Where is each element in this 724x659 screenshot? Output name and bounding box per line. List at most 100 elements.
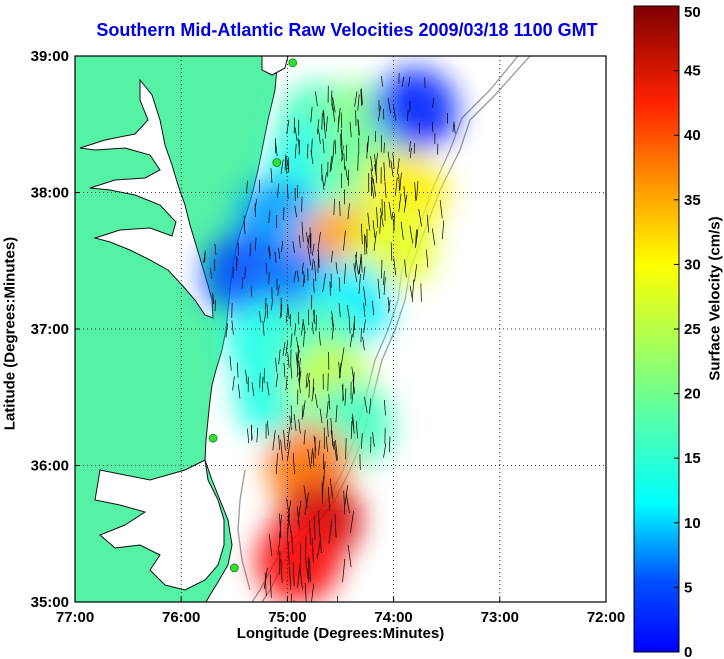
velocity-arrow — [412, 279, 415, 298]
colorbar-tick-label: 5 — [684, 579, 692, 596]
velocity-arrow — [311, 258, 314, 271]
velocity-arrow — [414, 264, 418, 282]
velocity-arrow — [311, 387, 315, 402]
grid-lines — [75, 56, 606, 602]
velocity-arrow — [399, 172, 402, 192]
velocity-arrow — [214, 299, 216, 312]
velocity-arrow — [345, 493, 350, 514]
velocity-arrow — [380, 208, 384, 228]
velocity-arrow — [426, 214, 430, 233]
y-tick-label: 39:00 — [31, 48, 69, 65]
velocity-arrow — [360, 89, 362, 107]
colorbar-tick-label: 15 — [684, 450, 701, 467]
velocity-arrow — [319, 408, 323, 424]
velocity-arrow — [244, 267, 247, 279]
velocity-arrow — [340, 112, 343, 128]
velocity-arrow — [267, 420, 269, 436]
velocity-arrow — [314, 394, 318, 408]
velocity-arrow — [350, 421, 353, 439]
velocity-arrow — [340, 129, 343, 146]
velocity-arrow — [431, 121, 434, 133]
velocity-arrow — [439, 200, 443, 219]
velocity-arrow — [332, 106, 335, 122]
velocity-arrow — [367, 135, 369, 152]
velocity-arrow — [309, 558, 311, 582]
velocity-arrow — [212, 292, 214, 305]
velocity-arrow — [303, 271, 306, 284]
velocity-arrow — [416, 181, 419, 200]
velocity-arrow — [377, 278, 381, 299]
velocity-arrow — [339, 201, 341, 216]
velocity-arrow — [330, 250, 333, 263]
velocity-arrow — [245, 369, 248, 385]
velocity-arrow — [256, 427, 259, 443]
y-tick-label: 37:00 — [31, 321, 69, 338]
y-tick-label: 36:00 — [31, 458, 69, 475]
velocity-arrow — [286, 519, 289, 544]
velocity-arrow — [299, 567, 303, 590]
velocity-arrow — [286, 119, 290, 135]
velocity-arrow — [280, 159, 284, 174]
velocity-arrow — [210, 267, 213, 279]
velocity-cell — [256, 519, 341, 602]
velocity-arrow — [304, 492, 309, 515]
velocity-arrow — [275, 373, 279, 388]
velocity-arrow — [338, 277, 341, 292]
velocity-arrow — [259, 373, 261, 389]
x-tick-label: 72:00 — [587, 609, 625, 626]
velocity-arrow — [329, 156, 332, 173]
velocity-arrow — [287, 303, 290, 319]
velocity-arrow — [314, 260, 317, 282]
velocity-arrow — [372, 178, 376, 197]
velocity-arrow — [293, 271, 296, 283]
velocity-arrow — [323, 461, 326, 483]
velocity-arrow — [298, 419, 301, 434]
velocity-arrow — [452, 121, 455, 132]
velocity-arrow — [264, 572, 267, 596]
velocity-arrow — [305, 232, 309, 244]
velocity-arrow — [275, 453, 278, 475]
velocity-arrow — [360, 223, 363, 245]
velocity-arrow — [332, 140, 335, 158]
velocity-arrow — [328, 486, 330, 511]
velocity-arrow — [383, 271, 385, 286]
velocity-arrow — [301, 321, 304, 336]
velocity-arrow — [367, 212, 371, 231]
y-tick-label: 38:00 — [31, 185, 69, 202]
velocity-arrow — [294, 127, 298, 142]
velocity-arrow — [318, 440, 321, 456]
velocity-arrow — [310, 448, 313, 464]
velocity-arrow — [264, 310, 267, 322]
velocity-arrow — [308, 380, 311, 398]
velocity-arrow — [296, 345, 300, 360]
velocity-arrow — [372, 220, 376, 239]
velocity-arrow — [322, 138, 325, 154]
velocity-arrow — [296, 336, 299, 351]
velocity-arrow — [409, 147, 412, 159]
velocity-arrow — [330, 417, 333, 434]
velocity-arrow — [373, 231, 377, 251]
velocity-arrow — [353, 263, 358, 283]
velocity-arrow — [295, 352, 299, 370]
velocity-arrow — [351, 387, 355, 405]
velocity-arrow — [344, 388, 347, 406]
velocity-arrow — [305, 560, 310, 583]
velocity-arrow — [352, 322, 355, 338]
velocity-arrow — [328, 520, 333, 544]
velocity-arrow — [310, 106, 313, 123]
x-tick-label: 76:00 — [162, 609, 200, 626]
velocity-arrow — [265, 262, 268, 274]
velocity-arrow — [277, 532, 281, 556]
velocity-arrow — [308, 520, 312, 545]
velocity-arrow — [203, 252, 206, 264]
velocity-arrow — [313, 310, 316, 325]
velocity-arrow — [302, 319, 306, 334]
velocity-arrow — [372, 431, 375, 447]
x-tick-label: 74:00 — [374, 609, 412, 626]
velocity-arrow — [403, 186, 406, 205]
velocity-arrow — [388, 201, 392, 220]
velocity-arrow — [287, 440, 291, 461]
chesapeake-bay — [79, 78, 214, 319]
velocity-arrow — [241, 277, 243, 289]
velocity-arrow — [329, 281, 331, 296]
